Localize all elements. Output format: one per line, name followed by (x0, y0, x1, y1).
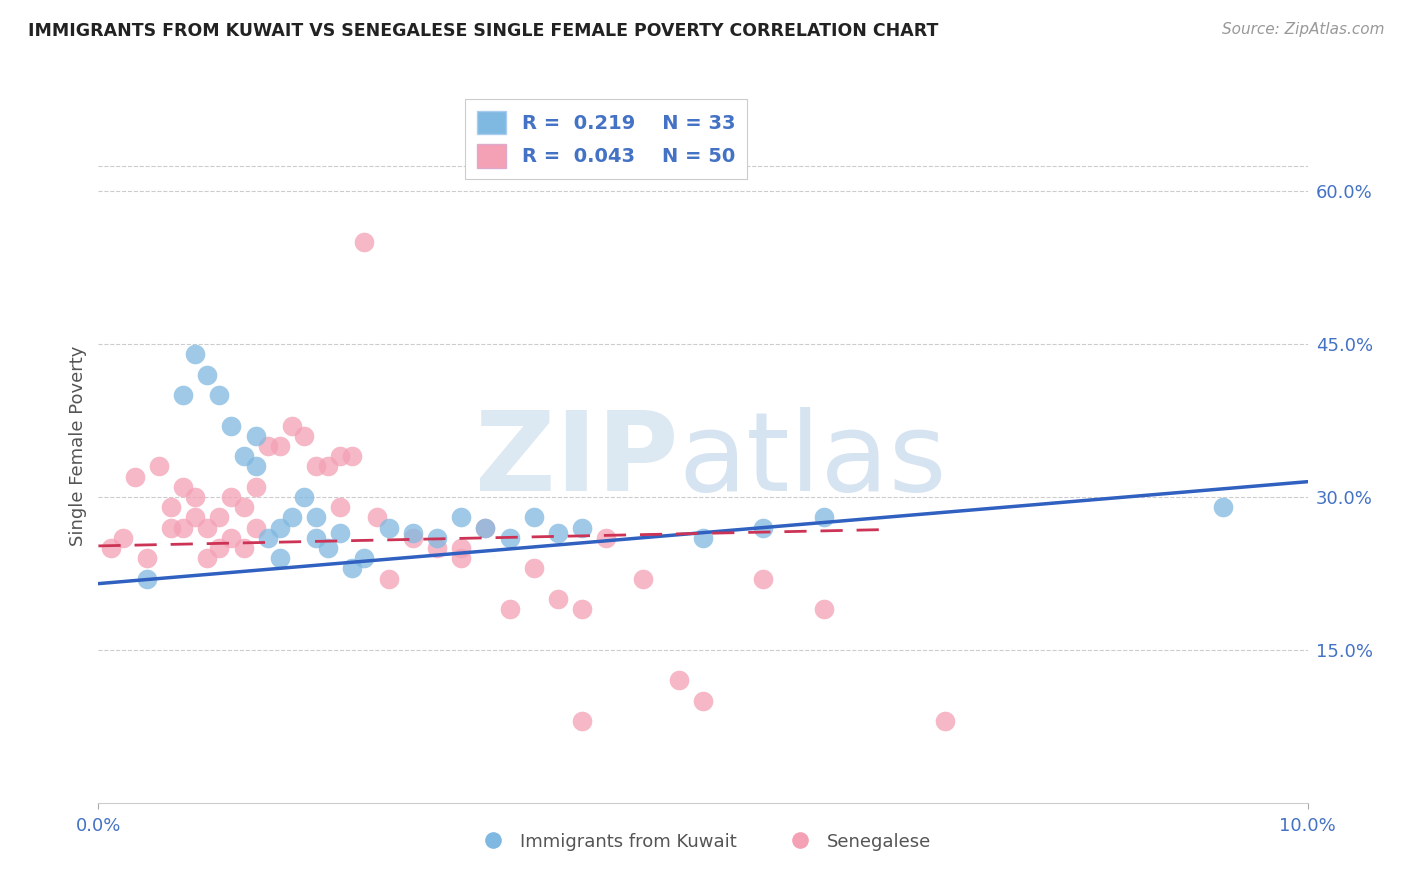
Point (245, 480, 267, 494)
Point (692, 694, 714, 708)
Point (292, 490, 315, 504)
Point (221, 418, 243, 433)
Point (208, 388, 231, 402)
Text: atlas: atlas (679, 407, 948, 514)
Point (426, 531, 449, 545)
Point (377, 572, 399, 586)
Point (256, 531, 278, 545)
Point (172, 520, 194, 534)
Point (631, 572, 654, 586)
Point (813, 510, 835, 524)
Point (450, 551, 472, 566)
Point (377, 520, 399, 534)
Point (752, 520, 775, 534)
Point (668, 673, 690, 688)
Point (172, 388, 194, 402)
Point (124, 469, 146, 483)
Point (172, 480, 194, 494)
Point (281, 510, 304, 524)
Point (245, 459, 267, 474)
Point (232, 541, 254, 555)
Point (450, 541, 472, 555)
Text: Source: ZipAtlas.com: Source: ZipAtlas.com (1222, 22, 1385, 37)
Point (342, 449, 364, 463)
Point (342, 561, 364, 575)
Point (329, 500, 352, 515)
Point (221, 531, 243, 545)
Point (426, 541, 449, 555)
Point (366, 510, 388, 524)
Text: IMMIGRANTS FROM KUWAIT VS SENEGALESE SINGLE FEMALE POVERTY CORRELATION CHART: IMMIGRANTS FROM KUWAIT VS SENEGALESE SIN… (28, 22, 938, 40)
Point (269, 551, 291, 566)
Point (329, 449, 352, 463)
Point (111, 531, 134, 545)
Point (221, 490, 243, 504)
Point (148, 459, 170, 474)
Point (281, 418, 304, 433)
Point (135, 551, 157, 566)
Point (571, 602, 593, 616)
Point (269, 520, 291, 534)
Point (353, 235, 375, 249)
Point (523, 510, 546, 524)
Point (353, 551, 375, 566)
Point (208, 541, 231, 555)
Point (100, 541, 122, 555)
Point (160, 500, 183, 515)
Point (184, 347, 207, 361)
Point (245, 520, 267, 534)
Point (305, 459, 328, 474)
Point (160, 520, 183, 534)
Point (256, 439, 278, 453)
Point (571, 714, 593, 729)
Point (316, 459, 339, 474)
Point (184, 490, 207, 504)
Point (305, 510, 328, 524)
Point (195, 520, 218, 534)
Point (498, 531, 520, 545)
Point (245, 429, 267, 443)
Text: ZIP: ZIP (475, 407, 679, 514)
Point (305, 531, 328, 545)
Point (571, 520, 593, 534)
Point (232, 449, 254, 463)
Point (195, 551, 218, 566)
Y-axis label: Single Female Poverty: Single Female Poverty (69, 346, 87, 546)
Point (184, 510, 207, 524)
Point (474, 520, 496, 534)
Point (316, 541, 339, 555)
Legend: Immigrants from Kuwait, Senegalese: Immigrants from Kuwait, Senegalese (468, 826, 938, 858)
Point (547, 525, 569, 540)
Point (692, 531, 714, 545)
Point (523, 561, 546, 575)
Point (498, 602, 520, 616)
Point (595, 531, 617, 545)
Point (474, 520, 496, 534)
Point (292, 429, 315, 443)
Point (813, 602, 835, 616)
Point (934, 714, 956, 729)
Point (232, 500, 254, 515)
Point (269, 439, 291, 453)
Point (547, 591, 569, 606)
Point (329, 525, 352, 540)
Point (208, 510, 231, 524)
Point (450, 510, 472, 524)
Point (1212, 500, 1234, 515)
Point (135, 572, 157, 586)
Point (195, 368, 218, 382)
Point (402, 525, 425, 540)
Point (752, 572, 775, 586)
Point (402, 531, 425, 545)
